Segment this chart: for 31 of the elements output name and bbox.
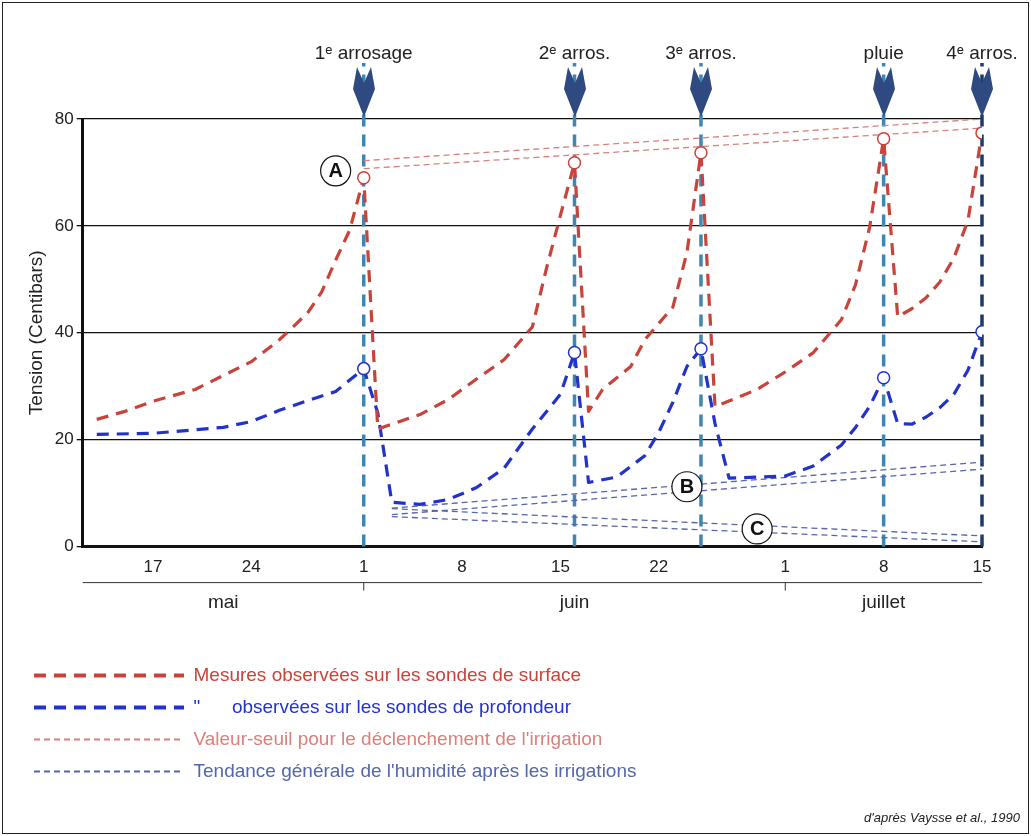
text: juillet [861, 590, 906, 613]
text: mai [207, 590, 239, 613]
x-tick-label: 22 [649, 557, 669, 577]
text: " observées sur les sondes de profondeur [193, 695, 572, 717]
x-tick-label: 8 [878, 557, 889, 577]
x-tick-label: 1 [359, 557, 369, 577]
ref-line-label: 1ᵉ arrosage [314, 42, 413, 63]
text: Valeur-seuil pour le déclenchement de l'irrigation [193, 727, 603, 749]
text: Mesures observées sur les sondes de surface [193, 663, 582, 685]
y-tick-label: 20 [54, 429, 74, 449]
x-tick-label: 8 [457, 557, 467, 577]
x-tick-label: 24 [241, 557, 261, 577]
y-tick-label: 60 [54, 215, 74, 235]
x-tick-label: 15 [972, 557, 992, 577]
x-tick-label: 15 [551, 557, 570, 577]
ref-line-label: pluie [863, 42, 904, 63]
text: d'après Vaysse et al., 1990 [864, 810, 1020, 825]
text: juin [559, 590, 590, 613]
x-tick-label: 17 [143, 557, 163, 577]
annotation: C [749, 517, 765, 540]
y-tick-label: 80 [54, 108, 74, 128]
ref-line-label: 3ᵉ arros. [665, 42, 737, 63]
text: Tendance générale de l'humidité après les irrigations [193, 759, 637, 781]
annotation: A [328, 159, 343, 182]
annotation: B [679, 475, 695, 498]
x-tick-label: 1 [780, 557, 791, 577]
y-tick-label: 40 [54, 322, 74, 342]
y-axis-title: Tension (Centibars) [24, 250, 46, 416]
ref-line-label: 2ᵉ arros. [538, 42, 611, 63]
y-tick-label: 0 [64, 536, 74, 556]
ref-line-label: 4ᵉ arros. [946, 42, 1018, 63]
